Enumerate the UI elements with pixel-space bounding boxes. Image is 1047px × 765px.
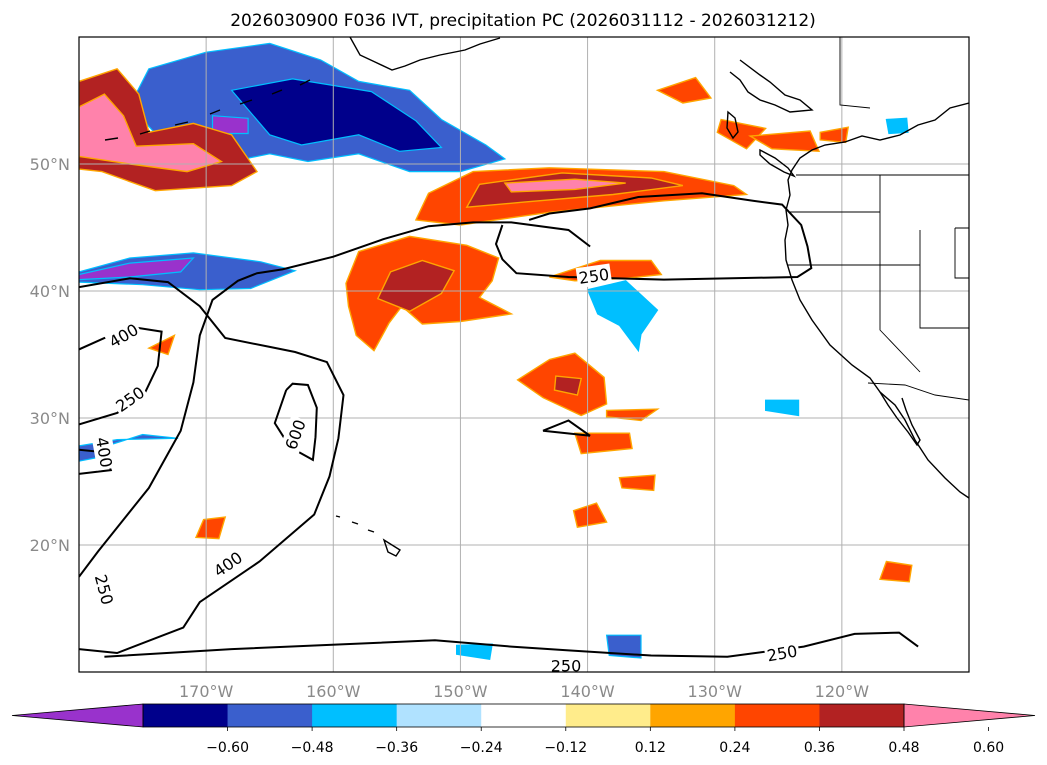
colorbar-swatch	[819, 704, 905, 727]
positive-pc-region	[503, 178, 626, 193]
contour-label-backdrop	[575, 263, 613, 289]
negative-pc-region	[211, 115, 249, 135]
longitude-tick-label: 140°W	[560, 682, 615, 701]
colorbar-swatch	[481, 704, 567, 727]
chart-title: 2026030900 F036 IVT, precipitation PC (2…	[230, 11, 816, 31]
positive-pc-region	[79, 93, 224, 173]
positive-pc-region	[194, 516, 227, 540]
contour-label-backdrop	[549, 655, 583, 672]
colorbar-extend-high	[904, 704, 1035, 727]
positive-pc-region	[553, 375, 583, 396]
ivt-contour-line	[79, 221, 591, 578]
colorbar-swatch	[227, 704, 313, 727]
baja-california-coastline	[879, 391, 921, 447]
idaho-border	[879, 175, 969, 329]
negative-pc-region	[79, 257, 195, 281]
utah-border	[954, 227, 969, 279]
longitude-tick-label: 170°W	[179, 682, 234, 701]
latitude-tick-label: 50°N	[30, 155, 70, 174]
gridlines	[79, 37, 969, 672]
colorbar-swatch	[734, 704, 820, 727]
negative-pc-region	[586, 280, 659, 353]
positive-pc-region	[716, 118, 767, 150]
longitude-tick-label: 150°W	[433, 682, 488, 701]
alaska-canada-border	[839, 37, 871, 109]
longitude-tick-label: 120°W	[815, 682, 870, 701]
colorbar-ticks: −0.60 −0.48 −0.36 −0.24 −0.12 0.12 0.24 0.36 0.4…	[206, 727, 1004, 756]
longitude-tick-labels: 170°W 160°W 150°W 140°W 130°W 120°W	[179, 682, 869, 701]
longitude-tick-label: 130°W	[688, 682, 743, 701]
alaska-panhandle-coastline	[729, 59, 814, 113]
latitude-tick-label: 40°N	[30, 282, 70, 301]
ivt-contour-line	[79, 277, 345, 655]
haida-gwaii-coastline	[726, 110, 739, 140]
ivt-contour-line	[542, 419, 591, 437]
california-nevada-border	[879, 265, 921, 373]
colorbar-extend-low	[12, 704, 143, 727]
contour-label: 250	[90, 570, 119, 609]
negative-pc-region	[764, 399, 800, 417]
contour-label-backdrop	[763, 640, 801, 666]
colorbar-swatch	[396, 704, 482, 727]
contour-label-backdrop	[91, 433, 118, 471]
colorbar-tick-label: 0.24	[719, 740, 750, 756]
colorbar-swatches	[12, 704, 1035, 727]
colorbar-tick-label: 0.48	[888, 740, 919, 756]
colorbar-tick-label: −0.24	[460, 740, 503, 756]
colorbar-swatch	[312, 704, 398, 727]
contour-label-backdrop	[279, 415, 311, 454]
colorbar-tick-label: −0.12	[544, 740, 587, 756]
negative-pc-region	[885, 117, 909, 135]
ivt-contour-line	[273, 382, 318, 462]
positive-pc-region	[572, 502, 608, 529]
latitude-tick-label: 20°N	[30, 536, 70, 555]
aleutian-islands	[104, 79, 311, 141]
north-america-coastline	[784, 102, 969, 499]
colorbar-tick-label: −0.36	[375, 740, 418, 756]
precip-pc-fill-layer	[79, 42, 913, 660]
colorbar-swatch	[565, 704, 651, 727]
positive-pc-region	[655, 76, 713, 104]
colorbar-tick-label: 0.60	[973, 740, 1004, 756]
colorbar-tick-label: −0.60	[206, 740, 249, 756]
map-frame	[78, 36, 970, 673]
latitude-tick-labels: 20°N 30°N 40°N 50°N	[30, 155, 70, 555]
colorbar-tick-label: −0.48	[291, 740, 334, 756]
latitude-tick-label: 30°N	[30, 409, 70, 428]
alaska-south-coastline	[349, 37, 501, 71]
colorbar-swatch	[143, 704, 229, 727]
contour-label-backdrop	[90, 570, 119, 609]
contour-label-backdrop	[208, 546, 248, 582]
contour-label: 250	[549, 655, 583, 676]
contour-label-backdrop	[110, 380, 150, 417]
political-borders	[788, 37, 969, 401]
positive-pc-region	[376, 259, 456, 313]
colorbar: −0.60 −0.48 −0.36 −0.24 −0.12 0.12 0.24 0.36 0.4…	[11, 703, 1036, 756]
vancouver-island-coastline	[759, 148, 797, 178]
contour-label: 400	[208, 546, 248, 582]
positive-pc-region	[879, 560, 913, 583]
contour-label-text: 250	[551, 657, 582, 676]
ivt-contour-line	[494, 192, 813, 281]
longitude-tick-label: 160°W	[306, 682, 361, 701]
ivt-contour-line	[104, 631, 919, 658]
positive-pc-region	[573, 432, 633, 455]
contour-label: 250	[575, 263, 613, 289]
colorbar-tick-label: 0.36	[804, 740, 835, 756]
positive-pc-region	[618, 474, 656, 492]
hawaiian-islands	[335, 515, 401, 557]
colorbar-swatch	[650, 704, 736, 727]
colorbar-tick-label: 0.12	[635, 740, 666, 756]
colorbar-outline-right	[903, 703, 1036, 728]
positive-pc-region	[748, 130, 821, 153]
negative-pc-region	[230, 78, 443, 152]
contour-label: 250	[110, 380, 150, 417]
us-mexico-border	[867, 382, 969, 401]
coastlines	[104, 37, 969, 557]
contour-label-backdrop	[103, 318, 144, 353]
contour-label-text: 250	[578, 265, 611, 288]
